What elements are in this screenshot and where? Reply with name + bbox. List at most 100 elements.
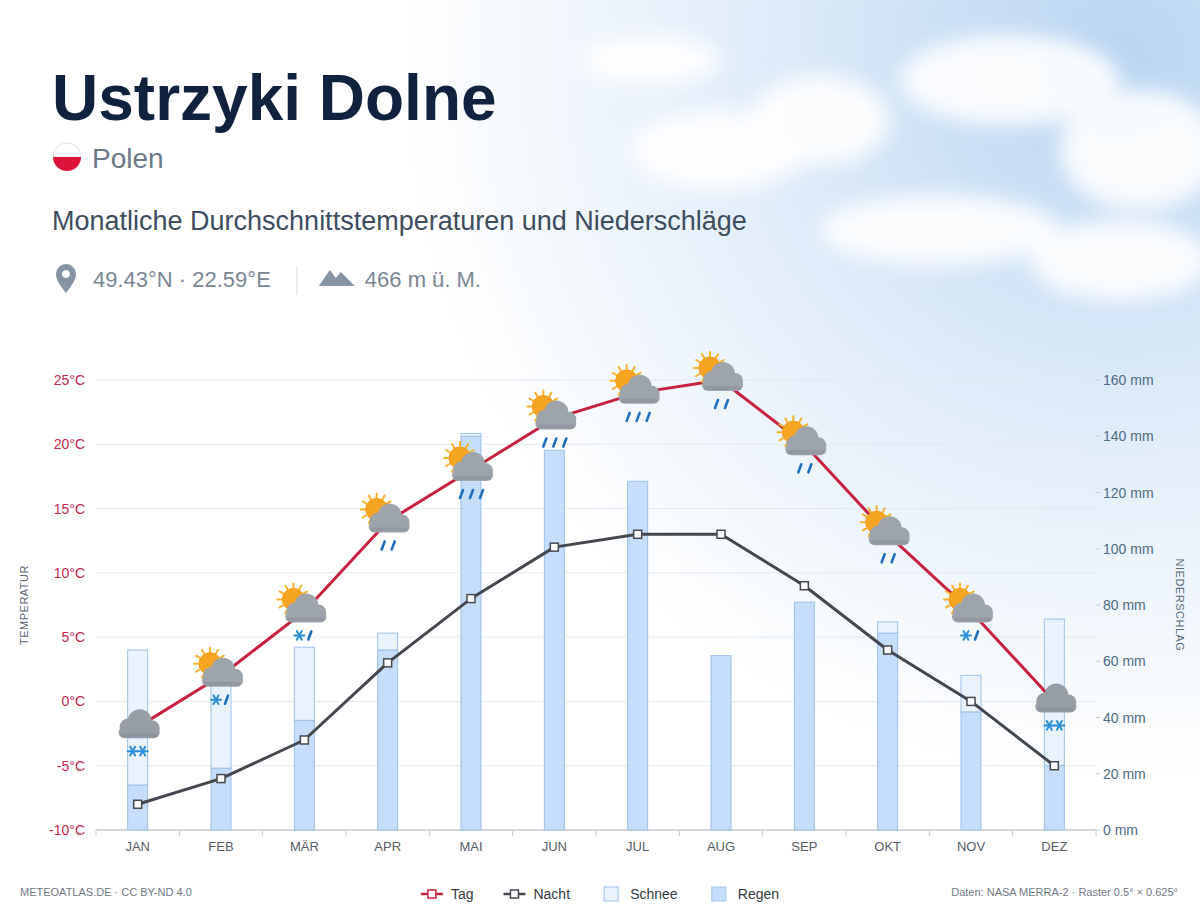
raindrop [892, 554, 895, 562]
background-clouds [580, 35, 1200, 300]
legend: TagNachtSchneeRegen [421, 886, 779, 902]
grid-line [96, 380, 1096, 381]
sun-ray [959, 583, 961, 587]
bar [961, 712, 981, 830]
sun-ray [202, 650, 204, 653]
raindrop [470, 490, 473, 498]
sun-ray [542, 391, 544, 395]
sun-ray [863, 514, 866, 516]
marker [467, 595, 475, 603]
category-separator [929, 830, 930, 836]
background-cloud [1030, 220, 1200, 300]
y2-tick [1096, 773, 1100, 774]
credit: METEOATLAS.DE · CC BY-ND 4.0 [20, 886, 192, 898]
sun-ray [946, 605, 949, 607]
sun-ray [861, 521, 865, 523]
snowflake [964, 631, 969, 640]
pin-icon [56, 264, 76, 293]
sun-ray [369, 496, 371, 499]
marker [384, 659, 392, 667]
y-tick-label: 10°C [54, 565, 85, 581]
sun-ray [470, 450, 473, 452]
category-separator [596, 830, 597, 836]
sun-ray [966, 586, 968, 589]
legend-label: Nacht [533, 886, 570, 902]
sun-ray [876, 506, 878, 510]
y2-tick [1096, 436, 1100, 437]
bar [794, 602, 814, 830]
x-tick-label: SEP [791, 839, 817, 854]
sun-ray [696, 360, 699, 362]
sun-ray [694, 367, 698, 369]
y2-tick-label: 120 mm [1103, 485, 1154, 501]
sun-ray [383, 496, 385, 499]
x-tick-label: MAI [459, 839, 482, 854]
category-separator [429, 830, 430, 836]
category-separator [846, 830, 847, 836]
legend-symbol [712, 887, 726, 901]
cloud-shade [954, 617, 991, 621]
snowflake [1047, 721, 1052, 730]
sun-ray [285, 586, 287, 589]
bar [711, 656, 731, 830]
y2-tick [1096, 380, 1100, 381]
weather-icon [527, 391, 576, 447]
raindrop [647, 413, 650, 421]
bar [461, 433, 481, 436]
cloud-shade [121, 733, 158, 737]
sun-ray [554, 399, 557, 401]
cloud-part [619, 392, 660, 404]
sun-ray [299, 586, 301, 589]
bar [128, 785, 148, 830]
y2-tick [1096, 605, 1100, 606]
x-tick-label: JAN [125, 839, 150, 854]
raindrop [627, 413, 630, 421]
sun-ray [613, 387, 616, 389]
grid-line [96, 701, 1096, 702]
raindrop [563, 439, 566, 447]
y2-tick-label: 160 mm [1103, 372, 1154, 388]
weather-icon [861, 506, 910, 562]
sun-ray [716, 354, 718, 357]
sun-ray [626, 365, 628, 369]
snowflake [1057, 721, 1062, 730]
y-axis-title: TEMPERATUR [18, 565, 30, 645]
y-tick-label: -5°C [57, 758, 85, 774]
sun-ray [946, 591, 949, 593]
y-tick-label: 20°C [54, 436, 85, 452]
cloud-part [1035, 700, 1076, 712]
marker [967, 697, 975, 705]
raindrop [553, 439, 556, 447]
sun-ray [709, 352, 711, 356]
weather-icons [119, 352, 1077, 755]
line [138, 380, 1055, 727]
background-cloud [750, 75, 890, 165]
background-cloud [580, 35, 720, 85]
sun-ray [799, 418, 801, 421]
sun-ray [952, 586, 954, 589]
bar [544, 450, 564, 830]
category-separator [346, 830, 347, 836]
sun-ray [444, 457, 448, 459]
line [138, 534, 1055, 804]
x-tick-label: JUL [626, 839, 649, 854]
bar [378, 650, 398, 830]
sun-ray [619, 367, 621, 370]
sun-ray [194, 663, 198, 665]
raindrop [725, 400, 728, 408]
snowflake [297, 631, 302, 640]
category-separator [262, 830, 263, 836]
legend-symbol [428, 890, 436, 898]
x-tick-label: APR [374, 839, 401, 854]
cloud-shade [204, 682, 241, 686]
sun-ray [869, 508, 871, 511]
sun-ray [785, 418, 787, 421]
cloud-part [119, 726, 160, 738]
y2-tick [1096, 717, 1100, 718]
snowflake [964, 631, 969, 640]
x-tick-label: FEB [208, 839, 233, 854]
snowflake [214, 695, 219, 704]
bar [794, 602, 814, 603]
x-tick-label: DEZ [1041, 839, 1067, 854]
raindrop [308, 631, 311, 639]
